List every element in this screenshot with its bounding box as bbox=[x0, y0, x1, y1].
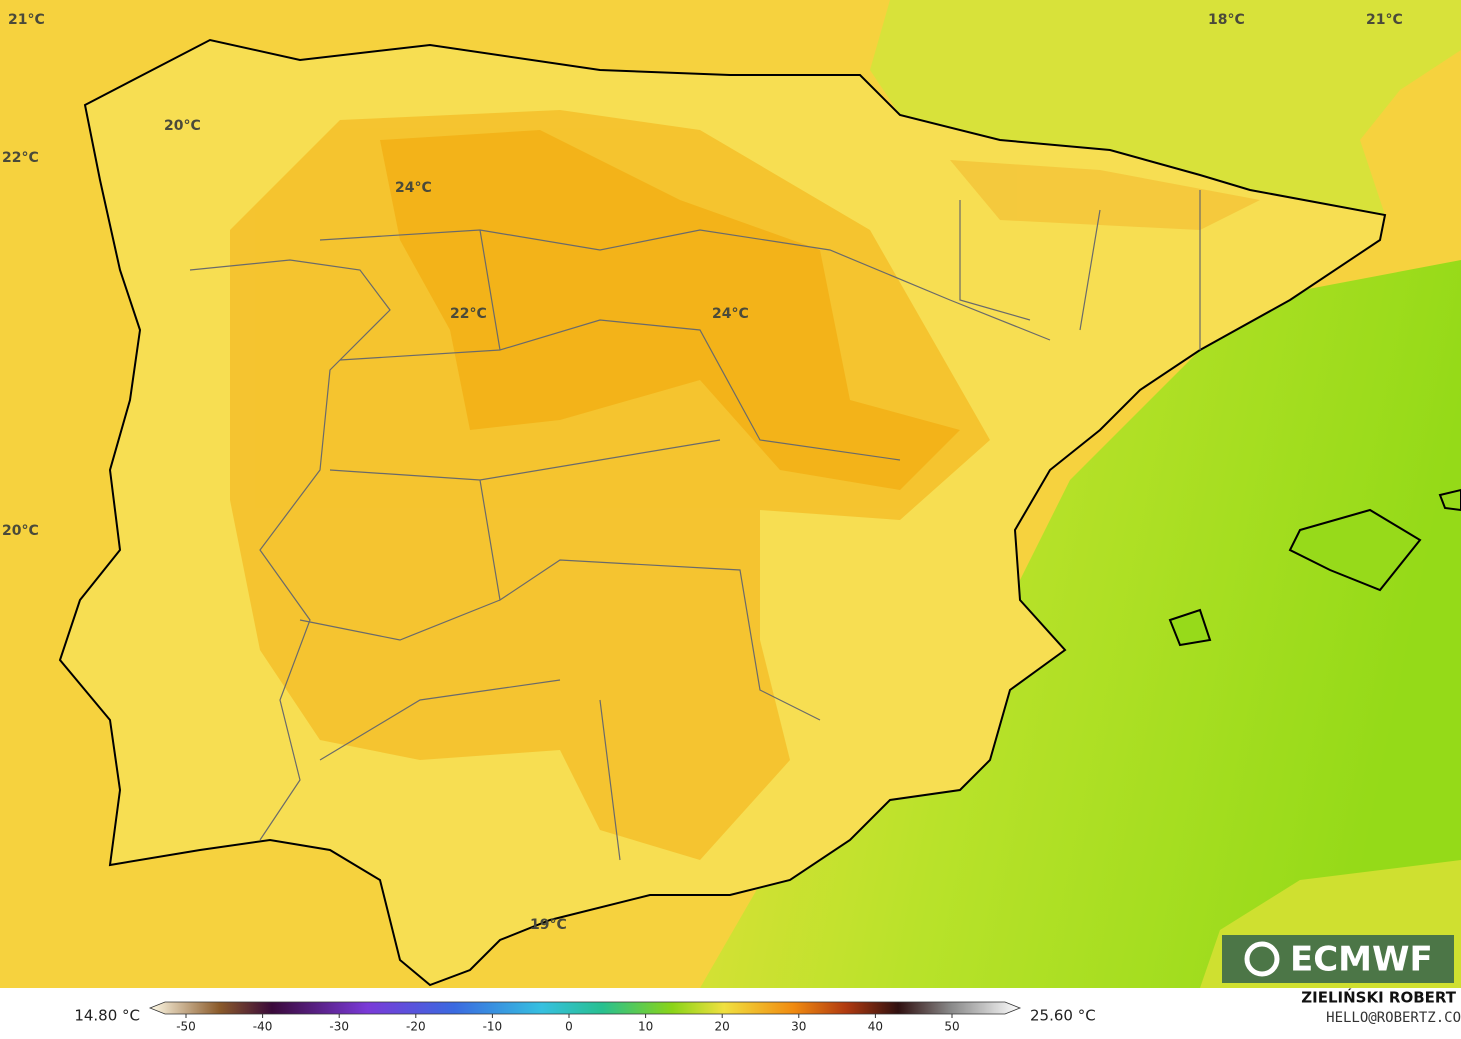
balearic-islands bbox=[1168, 488, 1461, 647]
temperature-label: 18°C bbox=[1208, 12, 1245, 28]
tick-label: 50 bbox=[944, 1020, 959, 1034]
warm-areas bbox=[230, 110, 1260, 860]
france bbox=[870, 0, 1461, 215]
tick-label: 40 bbox=[868, 1020, 883, 1034]
temperature-label: 21°C bbox=[1366, 12, 1403, 28]
colorbar-ticks: -50 -40 -30 -20 -10 0 10 20 30 40 50 bbox=[176, 1014, 960, 1034]
logo-icon bbox=[1244, 941, 1280, 977]
temperature-label: 20°C bbox=[2, 523, 39, 539]
temperature-label: 24°C bbox=[395, 180, 432, 196]
tick-label: 10 bbox=[638, 1020, 653, 1034]
email: HELLO@ROBERTZ.CO bbox=[1326, 1010, 1461, 1026]
min-value: 14.80 °C bbox=[74, 1007, 140, 1025]
tick-label: -50 bbox=[176, 1020, 196, 1034]
tick-label: 30 bbox=[791, 1020, 806, 1034]
tick-label: -40 bbox=[253, 1020, 273, 1034]
temperature-label: 24°C bbox=[712, 306, 749, 322]
author: ZIELIŃSKI ROBERT bbox=[1301, 988, 1456, 1007]
tick-label: -30 bbox=[329, 1020, 349, 1034]
tick-label: -20 bbox=[406, 1020, 426, 1034]
sea-east bbox=[700, 260, 1461, 988]
colorbar bbox=[148, 1001, 1022, 1015]
temperature-label: 21°C bbox=[8, 12, 45, 28]
temperature-label: 19°C bbox=[530, 917, 567, 933]
tick-label: 20 bbox=[715, 1020, 730, 1034]
tick-label: -10 bbox=[483, 1020, 503, 1034]
temperature-label: 22°C bbox=[450, 306, 487, 322]
temperature-label: 20°C bbox=[164, 118, 201, 134]
labels: 21°C 18°C 21°C 20°C 22°C 24°C 22°C 24°C 20°C 19°C bbox=[2, 12, 1403, 933]
max-value: 25.60 °C bbox=[1030, 1007, 1096, 1025]
temperature-label: 22°C bbox=[2, 150, 39, 166]
borders bbox=[189, 190, 1201, 861]
tick-label: 0 bbox=[565, 1020, 573, 1034]
logo-text: ECMWF bbox=[1290, 940, 1433, 980]
